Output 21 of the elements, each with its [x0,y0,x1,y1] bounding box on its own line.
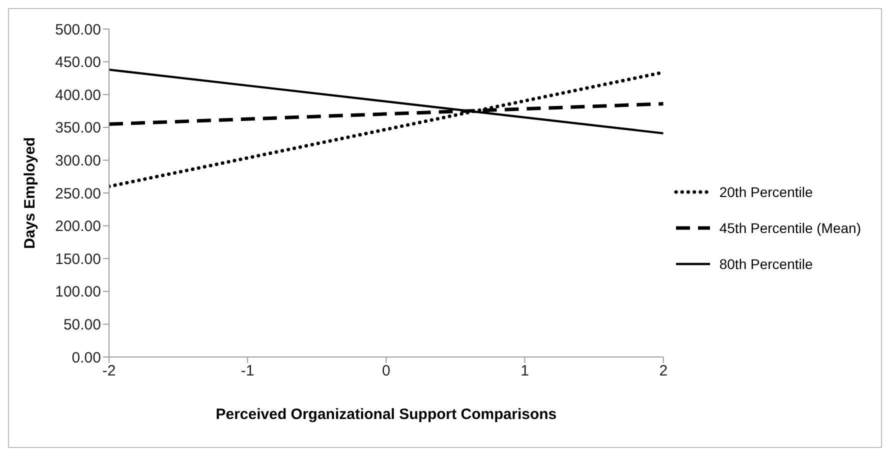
y-tick-label: 150.00 [55,250,101,268]
y-tick-label: 450.00 [55,54,101,72]
y-tick-label: 500.00 [55,21,101,38]
x-tick-label: -1 [240,362,254,380]
y-tick-label: 100.00 [55,284,101,301]
y-tick-label: 300.00 [55,152,101,170]
legend-label: 80th Percentile [719,256,813,272]
x-tick-label: 1 [520,362,529,380]
y-tick-label: 0.00 [72,349,101,366]
y-axis-title: Days Employed [21,137,38,249]
legend-label: 45th Percentile (Mean) [719,220,861,236]
y-tick-label: 50.00 [63,316,101,334]
y-tick-label: 350.00 [55,120,101,137]
x-tick-label: -2 [102,362,116,380]
y-tick-label: 400.00 [55,86,101,104]
x-axis-title: Perceived Organizational Support Comparisons [216,406,557,423]
legend-label: 20th Percentile [719,184,813,200]
x-tick-label: 0 [382,362,390,380]
x-tick-label: 2 [659,362,668,380]
y-tick-label: 200.00 [55,218,101,236]
y-tick-label: 250.00 [55,185,101,202]
